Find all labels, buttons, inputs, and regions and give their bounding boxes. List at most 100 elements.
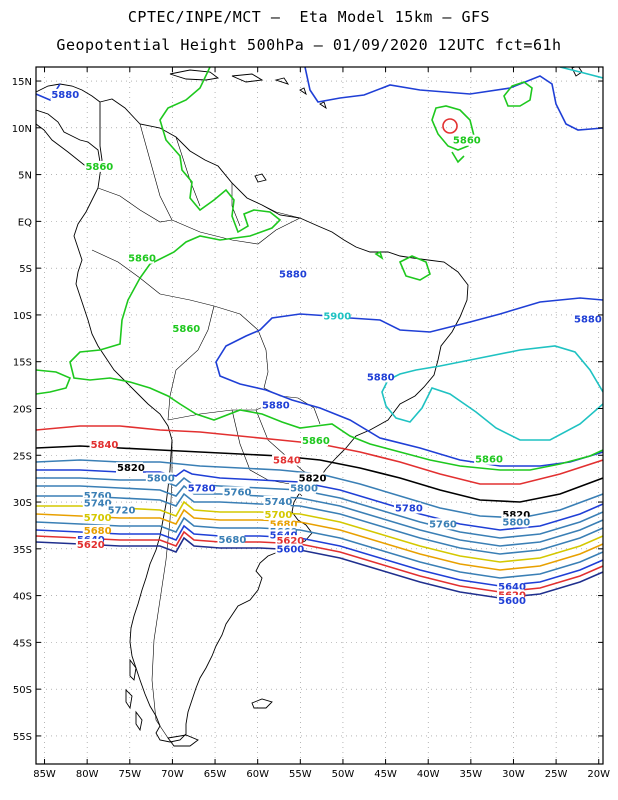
caribbean-island — [319, 101, 327, 110]
chile-islands — [125, 658, 143, 732]
contour-label-background — [275, 535, 303, 547]
latitude-label: 5N — [18, 171, 32, 182]
contour-label: 5720 — [108, 505, 136, 516]
central-america-coast-north — [36, 83, 101, 103]
map-title: CPTEC/INPE/MCT – Eta Model 15km – GFS — [127, 8, 491, 26]
contour-label-background — [106, 504, 134, 516]
longitude-label: 75W — [118, 769, 141, 780]
contour-label-background — [322, 310, 350, 322]
contour-label: 5760 — [84, 491, 112, 502]
contour-label-background — [289, 482, 317, 494]
contour-label: 5620 — [276, 536, 304, 547]
contour-label-background — [82, 490, 110, 502]
axis-ticks — [36, 67, 603, 764]
latitude-label: 10S — [13, 311, 32, 322]
longitude-label: 30W — [502, 769, 525, 780]
contour-label: 5880 — [367, 372, 395, 383]
contour-label-background — [84, 160, 112, 172]
contour-5860 — [36, 369, 72, 395]
longitude-label: 85W — [33, 769, 56, 780]
contour-label: 5880 — [51, 90, 79, 101]
contour-label-background — [82, 511, 110, 523]
contour-label-background — [171, 322, 199, 334]
contour-label: 5840 — [273, 456, 301, 467]
contour-label-background — [145, 472, 173, 484]
contour-5860 — [431, 105, 475, 151]
contour-label-background — [297, 472, 325, 484]
contour-label: 5680 — [218, 535, 246, 546]
contour-5780 — [36, 469, 603, 531]
contour-label-background — [278, 268, 305, 280]
contour-label: 5780 — [188, 484, 216, 495]
contour-5880 — [304, 67, 603, 131]
contour-label-background — [50, 88, 78, 100]
latitude-label: 15N — [12, 77, 32, 88]
longitude-label: 50W — [332, 769, 355, 780]
latitude-label: 20S — [13, 404, 32, 415]
contour-label: 5680 — [270, 519, 298, 530]
contour-label-background — [82, 497, 110, 509]
caribbean-island — [274, 77, 290, 85]
contour-label: 5860 — [453, 136, 481, 147]
contour-label-background — [268, 529, 296, 541]
latitude-label: 40S — [13, 592, 32, 603]
latitude-label: 25S — [13, 451, 32, 462]
longitude-labels: 85W 80W 75W 70W 65W 60W 55W 50W 45W 40W 35W 30W 25W 2… — [33, 769, 610, 780]
contour-label-background — [263, 495, 291, 507]
contour-label: 5880 — [262, 400, 290, 411]
south-america-coast — [73, 98, 469, 743]
longitude-label: 60W — [246, 769, 269, 780]
contour-label: 5900 — [323, 312, 351, 323]
longitude-label: 20W — [587, 769, 610, 780]
latitude-label: 5S — [19, 264, 32, 275]
contour-label-layer: 5880586058605860590058805880588058605840… — [50, 88, 602, 607]
caribbean-island — [299, 87, 307, 96]
contour-label: 5740 — [84, 499, 112, 510]
contour-5860 — [503, 81, 533, 107]
contour-label-background — [89, 438, 117, 450]
latitude-label: 45S — [13, 638, 32, 649]
contour-label-background — [497, 580, 525, 592]
latitude-label: 15S — [13, 358, 32, 369]
contour-label: 5840 — [91, 440, 119, 451]
contour-label-background — [268, 518, 296, 530]
contour-label: 5760 — [224, 487, 252, 498]
contour-label-background — [275, 543, 303, 555]
contour-label-background — [497, 595, 525, 607]
contour-5860 — [398, 255, 431, 281]
longitude-label: 65W — [204, 769, 227, 780]
latitude-label: 50S — [13, 685, 32, 696]
map-frame — [35, 66, 604, 765]
tierra-del-fuego — [167, 734, 199, 747]
longitude-label: 55W — [289, 769, 312, 780]
contour-label-background — [501, 508, 529, 520]
contour-label: 5760 — [429, 519, 457, 530]
contour-label: 5800 — [502, 517, 530, 528]
contour-label-background — [222, 486, 250, 498]
contour-label: 5800 — [147, 473, 175, 484]
contour-label-background — [474, 453, 502, 465]
contour-label-background — [82, 524, 110, 536]
contour-label-background — [501, 516, 529, 528]
contour-label: 5700 — [84, 513, 112, 524]
contour-label-background — [272, 454, 300, 466]
contour-5860 — [374, 250, 384, 260]
contour-label: 5780 — [395, 503, 423, 514]
contour-label: 5680 — [84, 526, 112, 537]
contour-label: 5860 — [475, 455, 503, 466]
contour-label-background — [451, 134, 479, 146]
contour-label: 5880 — [574, 314, 602, 325]
longitude-label: 70W — [161, 769, 184, 780]
longitude-label: 80W — [76, 769, 99, 780]
longitude-label: 45W — [374, 769, 397, 780]
contour-5860 — [69, 67, 603, 471]
contour-label-background — [217, 534, 245, 546]
map-subtitle: Geopotential Height 500hPa – 01/09/2020 … — [56, 36, 562, 54]
contour-label: 5820 — [502, 510, 530, 521]
contour-label: 5860 — [172, 324, 200, 335]
contour-label: 5860 — [302, 436, 330, 447]
contour-label: 5620 — [77, 540, 105, 551]
contour-label: 5800 — [290, 484, 318, 495]
contour-5820 — [36, 445, 603, 503]
